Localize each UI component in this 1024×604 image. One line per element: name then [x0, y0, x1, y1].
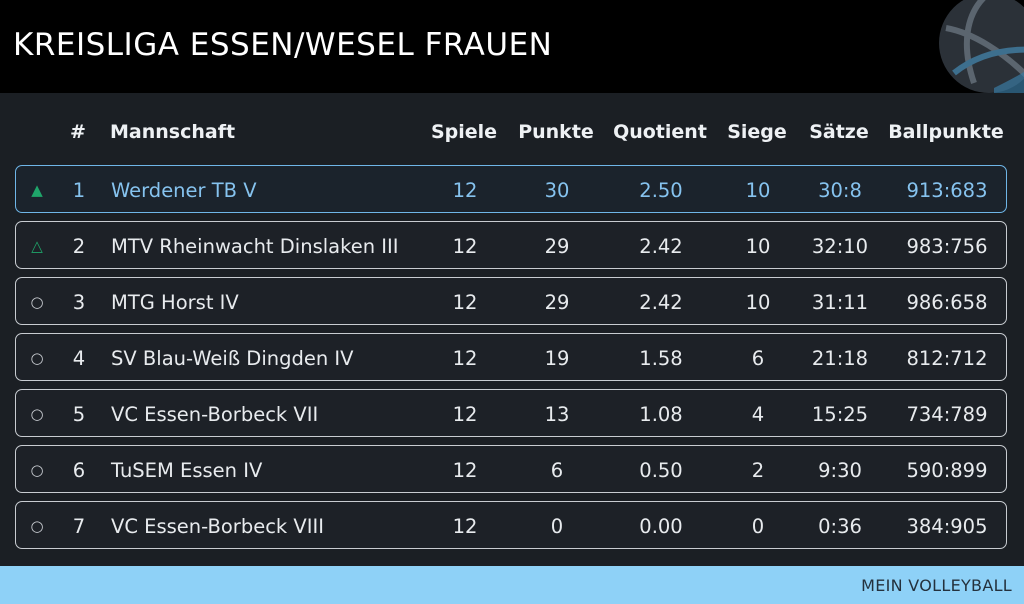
row-ballpunkte: 812:712	[906, 347, 988, 370]
row-rank: 5	[72, 403, 86, 426]
row-spiele: 12	[452, 291, 478, 314]
row-saetze: 9:30	[818, 459, 862, 482]
row-punkte: 29	[544, 235, 570, 258]
row-saetze: 0:36	[818, 515, 862, 538]
row-rank: 4	[72, 347, 86, 370]
row-punkte: 6	[550, 459, 564, 482]
row-rank: 7	[72, 515, 86, 538]
footer-brand-link[interactable]: MEIN VOLLEYBALL	[861, 576, 1012, 595]
row-siege: 4	[751, 403, 765, 426]
row-rank: 1	[72, 179, 86, 202]
column-header-siege[interactable]: Siege	[727, 121, 787, 143]
row-rank: 3	[72, 291, 86, 314]
table-row[interactable]: ○ 5 VC Essen-Borbeck VII 12 13 1.08 4 15…	[15, 389, 1007, 437]
row-punkte: 0	[550, 515, 564, 538]
row-team-name[interactable]: MTV Rheinwacht Dinslaken III	[111, 235, 399, 258]
row-punkte: 13	[544, 403, 570, 426]
row-quotient: 2.42	[639, 291, 683, 314]
row-ballpunkte: 983:756	[906, 235, 988, 258]
row-siege: 0	[751, 515, 765, 538]
table-header-row: # Mannschaft Spiele Punkte Quotient Sieg…	[0, 121, 1024, 149]
column-header-saetze[interactable]: Sätze	[809, 121, 869, 143]
row-spiele: 12	[452, 347, 478, 370]
row-quotient: 0.50	[639, 459, 683, 482]
table-row[interactable]: ○ 4 SV Blau-Weiß Dingden IV 12 19 1.58 6…	[15, 333, 1007, 381]
neutral-circle-icon: ○	[30, 461, 44, 479]
league-title: KREISLIGA ESSEN/WESEL FRAUEN	[13, 27, 553, 63]
standings-table: # Mannschaft Spiele Punkte Quotient Sieg…	[0, 93, 1024, 566]
row-saetze: 21:18	[811, 347, 869, 370]
row-punkte: 29	[544, 291, 570, 314]
promotion-filled-triangle-icon: ▲	[31, 181, 43, 199]
row-siege: 6	[751, 347, 765, 370]
row-punkte: 19	[544, 347, 570, 370]
promotion-outline-triangle-icon: △	[31, 237, 43, 255]
row-punkte: 30	[544, 179, 570, 202]
row-ballpunkte: 986:658	[906, 291, 988, 314]
row-spiele: 12	[452, 459, 478, 482]
row-spiele: 12	[452, 515, 478, 538]
footer: MEIN VOLLEYBALL	[0, 566, 1024, 604]
row-team-name[interactable]: MTG Horst IV	[111, 291, 239, 314]
column-header-spiele[interactable]: Spiele	[430, 121, 498, 143]
row-quotient: 0.00	[639, 515, 683, 538]
row-team-name[interactable]: SV Blau-Weiß Dingden IV	[111, 347, 354, 370]
row-team-name[interactable]: VC Essen-Borbeck VII	[111, 403, 319, 426]
volleyball-icon	[939, 0, 1024, 93]
row-rank: 2	[72, 235, 86, 258]
header: KREISLIGA ESSEN/WESEL FRAUEN	[0, 0, 1024, 93]
row-siege: 10	[745, 291, 771, 314]
neutral-circle-icon: ○	[30, 405, 44, 423]
row-saetze: 32:10	[811, 235, 869, 258]
row-quotient: 1.08	[639, 403, 683, 426]
row-ballpunkte: 913:683	[906, 179, 988, 202]
neutral-circle-icon: ○	[30, 293, 44, 311]
row-team-name[interactable]: Werdener TB V	[111, 179, 257, 202]
table-row[interactable]: ○ 6 TuSEM Essen IV 12 6 0.50 2 9:30 590:…	[15, 445, 1007, 493]
row-quotient: 2.50	[639, 179, 683, 202]
column-header-team[interactable]: Mannschaft	[110, 121, 236, 143]
row-ballpunkte: 734:789	[906, 403, 988, 426]
row-quotient: 2.42	[639, 235, 683, 258]
row-siege: 10	[745, 179, 771, 202]
neutral-circle-icon: ○	[30, 349, 44, 367]
row-saetze: 15:25	[811, 403, 869, 426]
neutral-circle-icon: ○	[30, 517, 44, 535]
table-row[interactable]: ▲ 1 Werdener TB V 12 30 2.50 10 30:8 913…	[15, 165, 1007, 213]
row-spiele: 12	[452, 235, 478, 258]
table-row[interactable]: ○ 3 MTG Horst IV 12 29 2.42 10 31:11 986…	[15, 277, 1007, 325]
row-siege: 10	[745, 235, 771, 258]
row-spiele: 12	[452, 403, 478, 426]
table-row[interactable]: ○ 7 VC Essen-Borbeck VIII 12 0 0.00 0 0:…	[15, 501, 1007, 549]
row-ballpunkte: 384:905	[906, 515, 988, 538]
table-row[interactable]: △ 2 MTV Rheinwacht Dinslaken III 12 29 2…	[15, 221, 1007, 269]
column-header-ballpunkte[interactable]: Ballpunkte	[888, 121, 1004, 143]
row-spiele: 12	[452, 179, 478, 202]
column-header-rank[interactable]: #	[70, 121, 86, 143]
row-siege: 2	[751, 459, 765, 482]
row-saetze: 30:8	[818, 179, 862, 202]
row-team-name[interactable]: VC Essen-Borbeck VIII	[111, 515, 324, 538]
row-saetze: 31:11	[811, 291, 869, 314]
row-quotient: 1.58	[639, 347, 683, 370]
column-header-quotient[interactable]: Quotient	[613, 121, 707, 143]
row-ballpunkte: 590:899	[906, 459, 988, 482]
row-team-name[interactable]: TuSEM Essen IV	[111, 459, 263, 482]
row-rank: 6	[72, 459, 86, 482]
column-header-punkte[interactable]: Punkte	[518, 121, 594, 143]
